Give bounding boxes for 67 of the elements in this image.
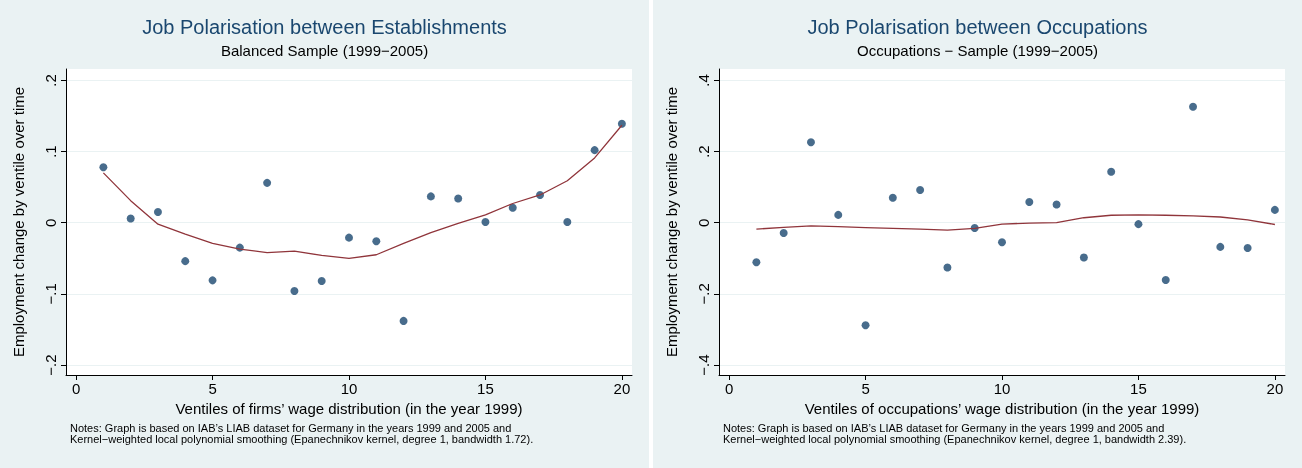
y-tick-label: −.1 xyxy=(42,283,59,305)
point xyxy=(752,258,761,267)
point xyxy=(290,287,299,296)
point xyxy=(1107,167,1116,176)
point xyxy=(888,193,897,202)
y-tick-label: −.4 xyxy=(695,354,712,376)
point xyxy=(454,194,463,203)
point xyxy=(943,263,952,272)
x-tick-label: 10 xyxy=(340,380,358,397)
x-tick-label: 20 xyxy=(613,380,631,397)
point xyxy=(208,276,217,285)
point xyxy=(126,214,135,223)
point xyxy=(1243,243,1252,252)
point xyxy=(345,233,353,242)
point xyxy=(426,192,435,201)
chart-title: Job Polarisation between Occupations xyxy=(807,16,1148,38)
point xyxy=(861,321,870,330)
point xyxy=(1270,205,1279,214)
y-tick-label: .4 xyxy=(695,74,712,87)
y-tick-label: .1 xyxy=(42,145,59,158)
point xyxy=(263,178,272,187)
point xyxy=(998,238,1006,247)
point xyxy=(1134,220,1143,229)
point xyxy=(153,208,162,217)
point xyxy=(617,119,626,128)
point xyxy=(399,316,408,325)
point xyxy=(1052,200,1061,209)
point xyxy=(590,146,599,155)
chart-subtitle: Balanced Sample (1999−2005) xyxy=(220,42,429,59)
y-tick-label: .2 xyxy=(42,74,59,87)
point xyxy=(1189,102,1198,111)
x-tick-label: 5 xyxy=(208,380,217,397)
point xyxy=(1079,253,1088,262)
point xyxy=(99,163,108,172)
x-tick-label: 15 xyxy=(477,380,494,397)
point xyxy=(806,138,815,147)
y-axis-title: Employment change by ventile over time xyxy=(663,86,680,358)
y-tick-label: −.2 xyxy=(695,283,712,305)
chart-subtitle: Occupations − Sample (1999−2005) xyxy=(857,42,1098,59)
point xyxy=(1025,198,1034,207)
x-tick-label: 0 xyxy=(71,380,81,397)
point xyxy=(834,210,843,219)
y-tick-label: 0 xyxy=(695,218,712,227)
point xyxy=(1161,276,1170,284)
point xyxy=(779,229,788,238)
point xyxy=(317,277,326,286)
x-tick-label: 0 xyxy=(724,380,734,397)
point xyxy=(372,237,381,246)
chart-title: Job Polarisation between Establishments xyxy=(142,16,507,38)
x-tick-label: 20 xyxy=(1266,380,1284,397)
x-axis-title: Ventiles of firms’ wage distribution (in the year 1999) xyxy=(175,399,523,417)
text: Notes: Graph is based on IAB’s LIAB dataset for Germany in the years 1999 and 2005 and Kernel−weighted local polynomial smoothing (Epanechnikov kernel, degree 1, bandwidth 2.39). xyxy=(723,421,1187,445)
x-tick-label: 10 xyxy=(993,380,1011,397)
point xyxy=(916,185,925,194)
point xyxy=(1216,242,1225,251)
y-tick-label: 0 xyxy=(42,218,59,227)
point xyxy=(508,203,517,212)
y-axis-title: Employment change by ventile over time xyxy=(10,86,27,358)
y-tick-label: −.2 xyxy=(42,354,59,376)
x-tick-label: 5 xyxy=(861,380,870,397)
point xyxy=(563,218,572,226)
point xyxy=(481,218,490,226)
x-axis-title: Ventiles of occupations’ wage distribution (in the year 1999) xyxy=(804,399,1200,417)
x-tick-label: 15 xyxy=(1130,380,1147,397)
point xyxy=(181,257,190,266)
y-tick-label: .2 xyxy=(695,145,712,158)
text: Notes: Graph is based on IAB’s LIAB dataset for Germany in the years 1999 and 2005 and Kernel−weighted local polynomial smoothing (Epanechnikov kernel, degree 1, bandwidth 1.72). xyxy=(70,421,534,445)
